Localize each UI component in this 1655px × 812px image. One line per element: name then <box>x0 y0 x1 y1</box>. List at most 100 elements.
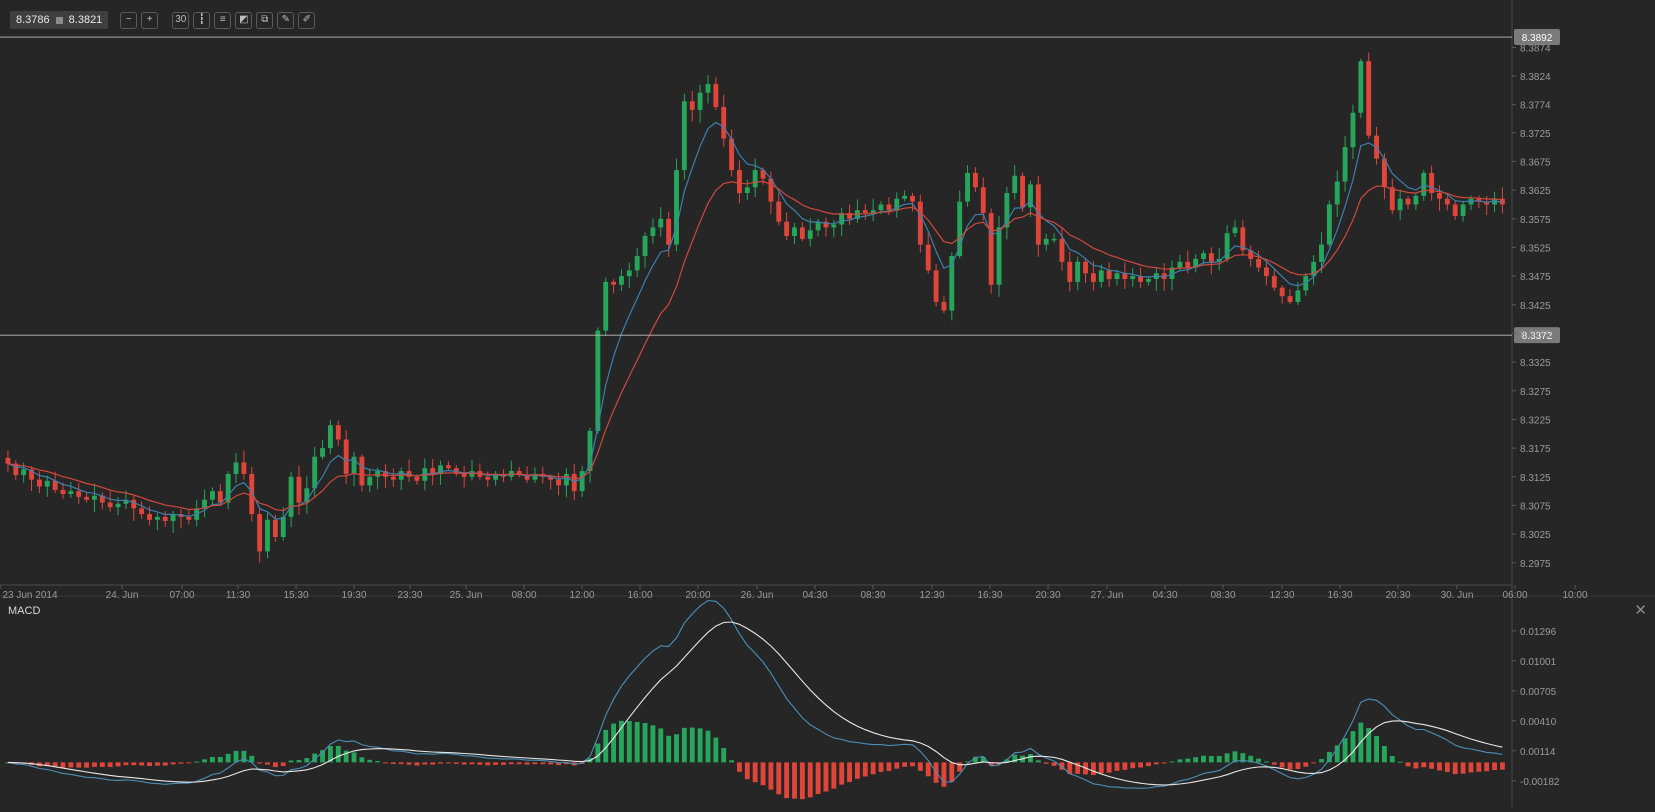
macd-histogram-bar <box>516 762 522 765</box>
macd-histogram-bar <box>1106 762 1112 773</box>
candle-body <box>744 187 750 193</box>
candle-body <box>729 138 735 171</box>
pencil-icon[interactable]: ✐ <box>298 11 316 29</box>
macd-panel: MACD 0.01296 0.01001 0.00705 0.00410 0.00114 -… <box>5 600 1560 800</box>
candle-body <box>60 489 66 494</box>
candle-body <box>571 473 577 492</box>
y-tick-label: 8.3075 <box>1520 501 1551 512</box>
macd-histogram-bar <box>1098 762 1104 774</box>
macd-histogram-bar <box>839 762 845 785</box>
candle-body <box>1012 175 1018 193</box>
x-tick-label: 23 Jun 2014 <box>2 590 57 601</box>
y-tick-label: 8.3874 <box>1520 43 1551 54</box>
x-tick-label: 04:30 <box>1152 590 1177 601</box>
candle-body <box>674 170 679 245</box>
candle-body <box>84 496 90 500</box>
candle-body <box>1177 261 1183 268</box>
x-tick-label: 06:00 <box>1502 590 1527 601</box>
macd-histogram-bar <box>1028 754 1033 763</box>
candle-body <box>1224 233 1230 259</box>
macd-histogram-bar <box>162 762 168 766</box>
candle-body <box>1429 172 1435 193</box>
macd-histogram-bar <box>1043 762 1049 764</box>
candle-body <box>949 256 955 311</box>
macd-histogram-bar <box>327 746 333 763</box>
candle-body <box>445 465 451 469</box>
macd-histogram-bar <box>461 762 467 765</box>
candle-body <box>681 101 687 171</box>
zoom-out-icon[interactable]: − <box>120 11 138 29</box>
macd-histogram-bar <box>1224 753 1230 763</box>
x-tick-label: 27. Jun <box>1091 590 1124 601</box>
macd-y-tick-label: 0.00705 <box>1520 687 1557 698</box>
macd-histogram-bar <box>697 728 703 763</box>
macd-histogram-bar <box>941 762 947 787</box>
y-tick-label: 8.3525 <box>1520 243 1551 254</box>
macd-histogram-bar <box>1090 762 1096 776</box>
macd-histogram-bar <box>52 762 58 768</box>
candle-body <box>1201 253 1206 259</box>
candle-body <box>154 516 160 520</box>
price-line-label: 8.3892 <box>1522 33 1553 44</box>
edit-icon[interactable]: ✎ <box>277 11 295 29</box>
macd-histogram-bar <box>831 762 837 789</box>
macd-histogram-bar <box>563 762 569 765</box>
candle-body <box>1460 204 1466 216</box>
macd-histogram-bar <box>721 748 727 763</box>
close-indicator-icon[interactable]: ✕ <box>1634 602 1647 619</box>
price-line-label-bg <box>1514 29 1560 46</box>
drawing-icon[interactable]: ◩ <box>235 11 253 29</box>
macd-histogram-bar <box>1342 738 1348 763</box>
candle-body <box>1114 273 1120 279</box>
macd-histogram-bar <box>210 757 215 763</box>
candle-body <box>556 479 561 486</box>
macd-histogram-bar <box>1468 762 1474 773</box>
macd-histogram-bar <box>375 761 381 763</box>
macd-histogram-bar <box>1004 759 1010 763</box>
candle-body <box>68 491 74 494</box>
objects-icon[interactable]: ⧉ <box>256 11 274 29</box>
macd-histogram-bar <box>1271 762 1277 765</box>
candle-body <box>1240 227 1246 251</box>
macd-histogram-bar <box>611 723 617 763</box>
candle-body <box>21 469 27 476</box>
macd-histogram-bar <box>650 725 656 763</box>
candle-body <box>689 101 695 110</box>
macd-histogram-bar <box>1452 762 1458 775</box>
chart-toolbar: 8.3786 8.3821 − + 30 ┇ ≡ ◩ ⧉ ✎ ✐ <box>10 11 316 29</box>
macd-histogram-bar <box>799 762 805 800</box>
candle-body <box>202 499 208 509</box>
y-tick-label: 8.3824 <box>1520 72 1551 83</box>
macd-histogram-bar <box>603 729 609 763</box>
y-tick-label: 8.3774 <box>1520 101 1551 112</box>
macd-histogram-bar <box>1295 762 1301 770</box>
slow-ma-line <box>7 180 1503 512</box>
x-tick-label: 26. Jun <box>741 590 774 601</box>
candle-body <box>666 218 672 245</box>
candle-body <box>131 499 137 509</box>
macd-histogram-bar <box>1287 762 1293 770</box>
candle-body <box>485 476 491 480</box>
macd-histogram-bar <box>1248 755 1254 763</box>
candle-body <box>375 471 381 477</box>
candle-body <box>312 456 318 489</box>
candle-body <box>1287 296 1293 302</box>
macd-histogram-bar <box>988 762 994 766</box>
timeframe-button[interactable]: 30 <box>172 11 190 29</box>
macd-histogram-bar <box>658 728 664 763</box>
candles-icon[interactable]: ┇ <box>193 11 211 29</box>
macd-histogram-bar <box>619 720 624 763</box>
zoom-in-icon[interactable]: + <box>141 11 159 29</box>
fast-ma-line <box>7 121 1503 520</box>
candle-body <box>92 495 97 500</box>
macd-histogram-bar <box>980 757 986 763</box>
candle-body <box>847 213 852 219</box>
candle-body <box>76 491 82 497</box>
candle-body <box>186 516 192 520</box>
indicators-icon[interactable]: ≡ <box>214 11 232 29</box>
candle-body <box>493 473 499 480</box>
horizontal-lines[interactable]: 8.3892 8.3372 <box>0 29 1560 344</box>
macd-histogram-bar <box>241 750 247 763</box>
